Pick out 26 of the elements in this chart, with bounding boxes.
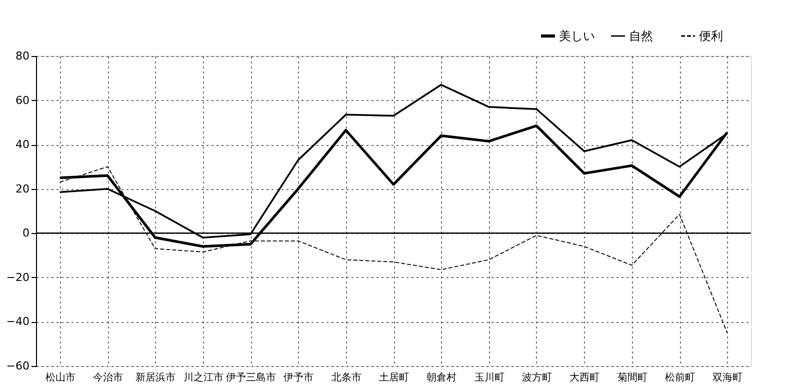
x-tick-label: 松山市 xyxy=(45,372,76,384)
y-tick-label: 40 xyxy=(16,138,30,152)
x-tick-label: 今治市 xyxy=(93,372,123,384)
x-tick-label: 伊予市 xyxy=(284,372,314,384)
x-tick-label: 北条市 xyxy=(331,372,362,384)
y-tick-label: 60 xyxy=(16,94,30,107)
y-tick-label: 80 xyxy=(16,50,30,62)
x-tick-label: 土居町 xyxy=(379,372,409,384)
y-tick-label: −40 xyxy=(6,315,30,328)
x-tick-label: 玉川町 xyxy=(474,372,504,384)
x-tick-label: 波方町 xyxy=(522,372,552,384)
x-tick-label: 双海町 xyxy=(712,372,743,384)
x-tick-label: 伊予三島市 xyxy=(226,372,276,384)
y-tick-label: −60 xyxy=(6,360,30,372)
legend-label: 自然 xyxy=(629,29,653,43)
x-tick-label: 松前町 xyxy=(665,372,695,384)
legend-label: 美しい xyxy=(559,29,595,43)
x-tick-label: 菊間町 xyxy=(617,372,648,384)
y-tick-label: −20 xyxy=(6,270,30,284)
legend-label: 便利 xyxy=(699,29,723,43)
y-tick-label: 20 xyxy=(16,182,30,196)
x-tick-label: 新居浜市 xyxy=(136,372,176,384)
x-tick-label: 大西町 xyxy=(570,372,600,384)
x-tick-label: 川之江市 xyxy=(183,372,224,384)
x-tick-label: 朝倉村 xyxy=(426,372,457,384)
y-tick-label: 0 xyxy=(22,226,30,240)
